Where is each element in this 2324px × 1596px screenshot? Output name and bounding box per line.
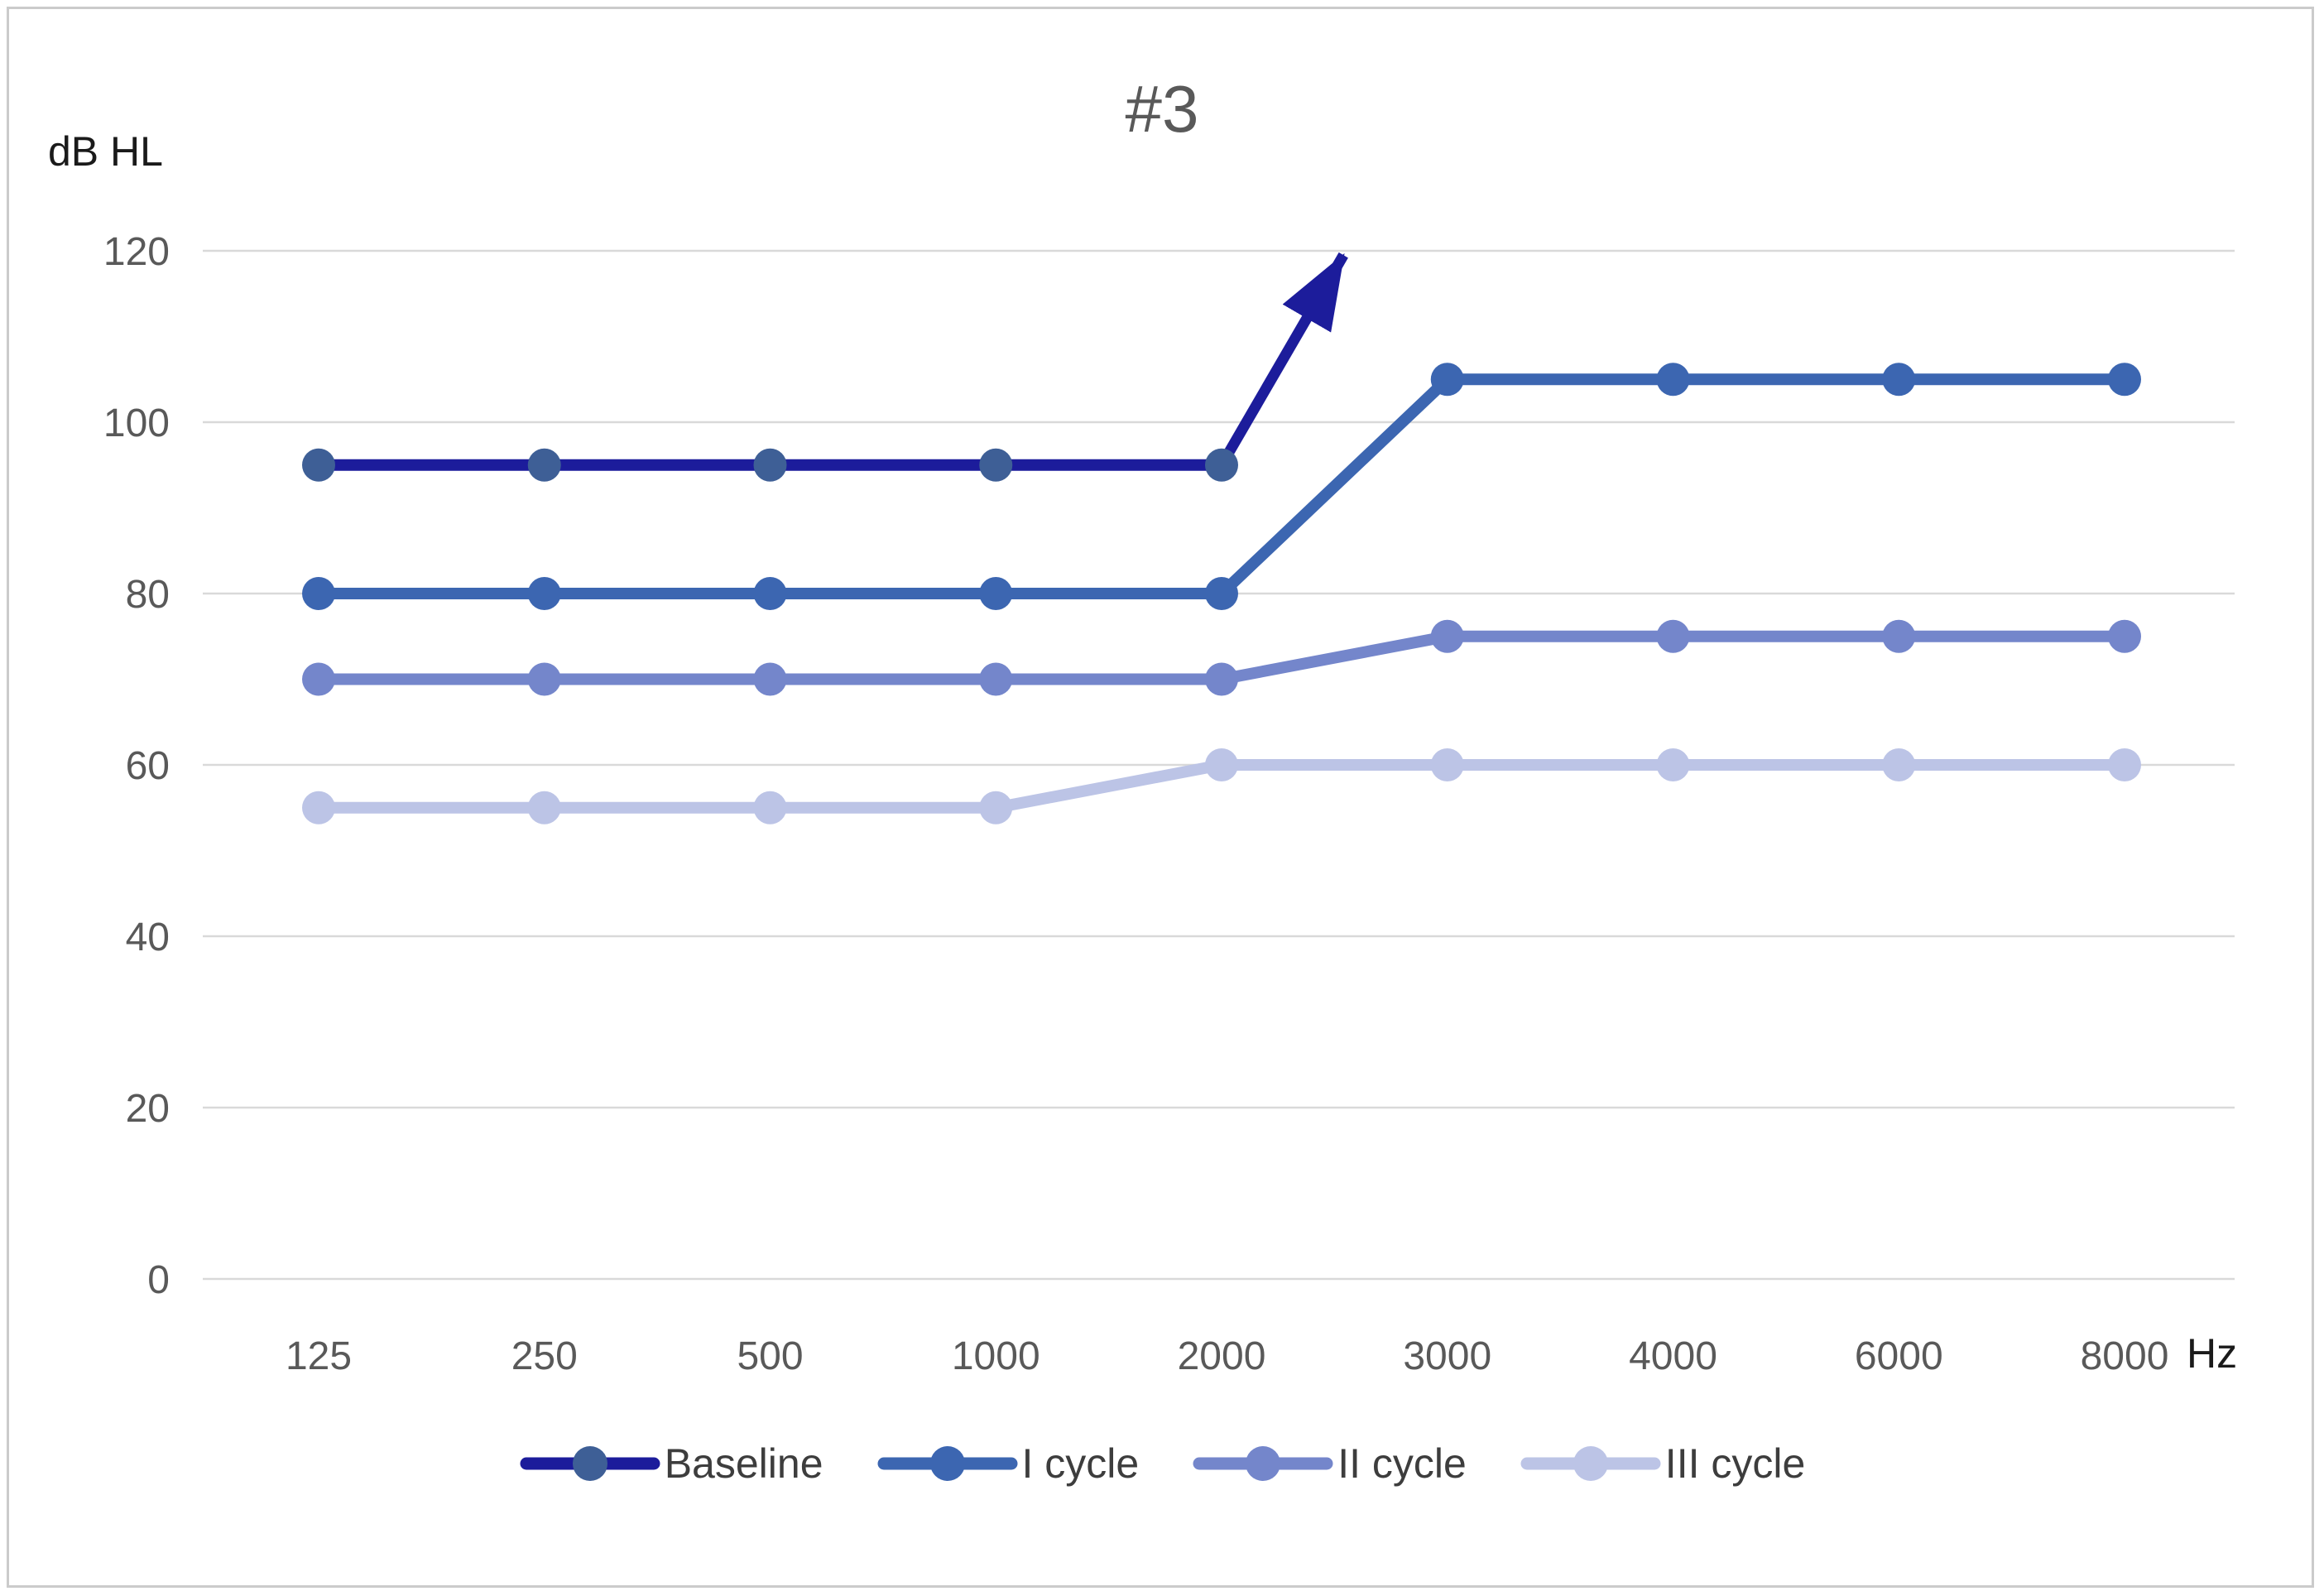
y-tick-label-100: 100 xyxy=(103,401,170,445)
series-point-iii-cycle-125 xyxy=(302,791,335,824)
series-point-ii-cycle-500 xyxy=(753,662,787,696)
y-tick-label-80: 80 xyxy=(126,573,170,617)
series-point-ii-cycle-6000 xyxy=(1882,619,1916,653)
y-tick-label-40: 40 xyxy=(126,916,170,959)
legend-item-iii-cycle: III cycle xyxy=(1520,1442,1805,1485)
series-point-i-cycle-8000 xyxy=(2108,363,2141,397)
y-tick-label-60: 60 xyxy=(126,744,170,788)
legend-item-ii-cycle: II cycle xyxy=(1192,1442,1467,1485)
x-tick-label-2000: 2000 xyxy=(1178,1334,1266,1378)
y-tick-label-120: 120 xyxy=(103,230,170,274)
series-point-baseline-2000 xyxy=(1205,448,1238,482)
legend: Baseline I cycle II cycle III cycle xyxy=(0,1442,2324,1485)
series-point-ii-cycle-250 xyxy=(527,662,561,696)
legend-swatch-i-cycle xyxy=(877,1446,1017,1481)
legend-swatch-iii-cycle xyxy=(1520,1446,1661,1481)
series-line-i-cycle xyxy=(313,373,2130,599)
legend-marker-iii-cycle xyxy=(1573,1446,1608,1481)
series-point-iii-cycle-2000 xyxy=(1205,748,1238,781)
x-axis-unit-label: Hz xyxy=(2187,1330,2238,1377)
series-point-i-cycle-250 xyxy=(527,577,561,610)
legend-label-ii-cycle: II cycle xyxy=(1337,1440,1467,1487)
x-tick-label-3000: 3000 xyxy=(1403,1334,1491,1378)
legend-item-baseline: Baseline xyxy=(519,1442,823,1485)
x-tick-label-500: 500 xyxy=(737,1334,803,1378)
legend-swatch-ii-cycle xyxy=(1193,1446,1333,1481)
series-point-iii-cycle-500 xyxy=(753,791,787,824)
legend-swatch-baseline xyxy=(520,1446,660,1481)
legend-marker-i-cycle xyxy=(929,1446,965,1481)
series-point-ii-cycle-8000 xyxy=(2108,619,2141,653)
series-point-baseline-500 xyxy=(753,448,787,482)
series-point-ii-cycle-2000 xyxy=(1205,662,1238,696)
series-point-baseline-250 xyxy=(527,448,561,482)
series-point-ii-cycle-125 xyxy=(302,662,335,696)
x-tick-label-8000: 8000 xyxy=(2081,1334,2169,1378)
legend-label-iii-cycle: III cycle xyxy=(1664,1440,1806,1487)
series-point-iii-cycle-8000 xyxy=(2108,748,2141,781)
x-tick-label-250: 250 xyxy=(511,1334,578,1378)
series-point-i-cycle-6000 xyxy=(1882,363,1916,397)
series-point-i-cycle-1000 xyxy=(979,577,1013,610)
legend-label-i-cycle: I cycle xyxy=(1021,1440,1140,1487)
series-point-i-cycle-125 xyxy=(302,577,335,610)
legend-marker-baseline xyxy=(572,1446,607,1481)
x-tick-label-1000: 1000 xyxy=(952,1334,1040,1378)
chart-title: #3 xyxy=(1125,72,1199,146)
legend-label-baseline: Baseline xyxy=(664,1440,823,1487)
x-tick-label-4000: 4000 xyxy=(1629,1334,1717,1378)
series-point-baseline-125 xyxy=(302,448,335,482)
series-point-i-cycle-4000 xyxy=(1656,363,1690,397)
series-point-ii-cycle-1000 xyxy=(979,662,1013,696)
series-point-i-cycle-2000 xyxy=(1205,577,1238,610)
legend-marker-ii-cycle xyxy=(1246,1446,1281,1481)
series-point-iii-cycle-1000 xyxy=(979,791,1013,824)
series-point-baseline-1000 xyxy=(979,448,1013,482)
series-point-i-cycle-500 xyxy=(753,577,787,610)
legend-item-i-cycle: I cycle xyxy=(876,1440,1140,1487)
series-point-iii-cycle-250 xyxy=(527,791,561,824)
series-point-i-cycle-3000 xyxy=(1430,363,1464,397)
y-axis-unit-label: dB HL xyxy=(48,128,163,175)
series-point-iii-cycle-6000 xyxy=(1882,748,1916,781)
series-point-iii-cycle-3000 xyxy=(1430,748,1464,781)
series-point-ii-cycle-4000 xyxy=(1656,619,1690,653)
series-point-ii-cycle-3000 xyxy=(1430,619,1464,653)
x-tick-label-6000: 6000 xyxy=(1855,1334,1943,1378)
y-tick-label-20: 20 xyxy=(126,1087,170,1131)
series-point-iii-cycle-4000 xyxy=(1656,748,1690,781)
y-tick-label-0: 0 xyxy=(147,1258,170,1302)
annotation-arrow xyxy=(1217,252,1348,469)
x-tick-label-125: 125 xyxy=(286,1334,352,1378)
